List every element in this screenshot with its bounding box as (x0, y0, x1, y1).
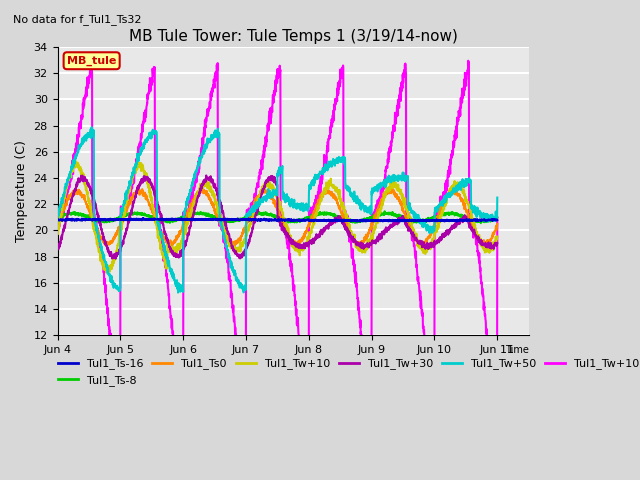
Text: No data for f_Tul1_Ts32: No data for f_Tul1_Ts32 (13, 14, 141, 25)
Text: MB_tule: MB_tule (67, 56, 116, 66)
Text: Time: Time (505, 345, 529, 355)
Title: MB Tule Tower: Tule Temps 1 (3/19/14-now): MB Tule Tower: Tule Temps 1 (3/19/14-now… (129, 29, 458, 44)
Legend: Tul1_Ts-16, Tul1_Ts-8, Tul1_Ts0, Tul1_Tw+10, Tul1_Tw+30, Tul1_Tw+50, Tul1_Tw+100: Tul1_Ts-16, Tul1_Ts-8, Tul1_Ts0, Tul1_Tw… (54, 354, 640, 390)
Y-axis label: Temperature (C): Temperature (C) (15, 140, 28, 242)
